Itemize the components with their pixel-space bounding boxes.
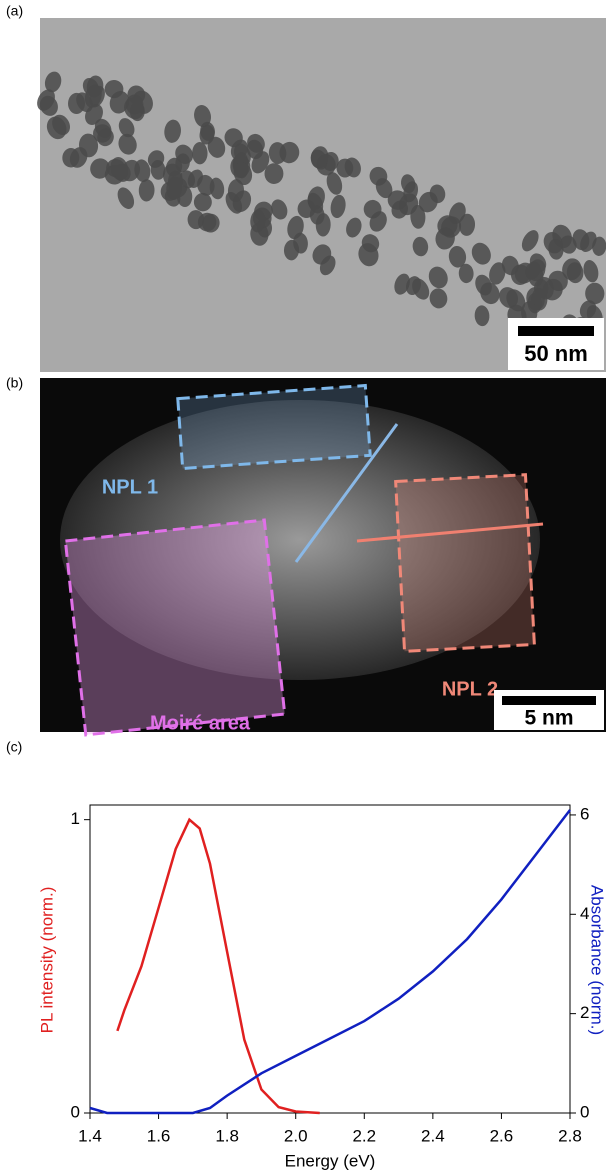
x-tick-label: 2.8 [558,1126,582,1145]
y-axis-label: PL intensity (norm.) [37,887,56,1034]
x-tick-label: 2.2 [352,1126,376,1145]
plot-frame [90,805,570,1113]
nanocrystal [194,193,212,211]
x-tick-label: 2.4 [421,1126,445,1145]
annotation: Moiré area [150,712,251,734]
panel-label: (c) [6,739,22,755]
x-axis-label: Energy (eV) [285,1151,376,1170]
npl2-box [396,475,535,652]
scale-bar [502,696,596,705]
npl1-box [178,386,370,469]
y2-axis-label: Absorbance (norm.) [588,885,606,1035]
x-tick-label: 1.8 [215,1126,239,1145]
annotation: NPL 2 [442,678,498,700]
moire-box [65,520,284,735]
series-line [117,820,319,1113]
scale-bar [518,326,594,336]
y2-tick-label: 0 [580,1102,589,1121]
figure: (a) 50 nm (b) NPL 1 NPL 2 Moiré area 5 n… [0,0,606,1175]
x-tick-label: 1.4 [78,1126,102,1145]
x-tick-label: 2.6 [490,1126,514,1145]
y2-tick-label: 2 [580,1003,589,1022]
y2-tick-label: 6 [580,804,589,823]
panel-label: (b) [6,375,23,391]
y-tick-label: 1 [71,809,80,828]
x-tick-label: 1.6 [147,1126,171,1145]
scale-label: 5 nm [524,707,573,730]
y2-tick-label: 4 [580,904,589,923]
y-tick-label: 0 [71,1102,80,1121]
series-line [90,810,570,1113]
x-tick-label: 2.0 [284,1126,308,1145]
panel-label: (a) [6,3,23,19]
annotation: NPL 1 [102,476,158,498]
scale-label: 50 nm [524,341,588,366]
